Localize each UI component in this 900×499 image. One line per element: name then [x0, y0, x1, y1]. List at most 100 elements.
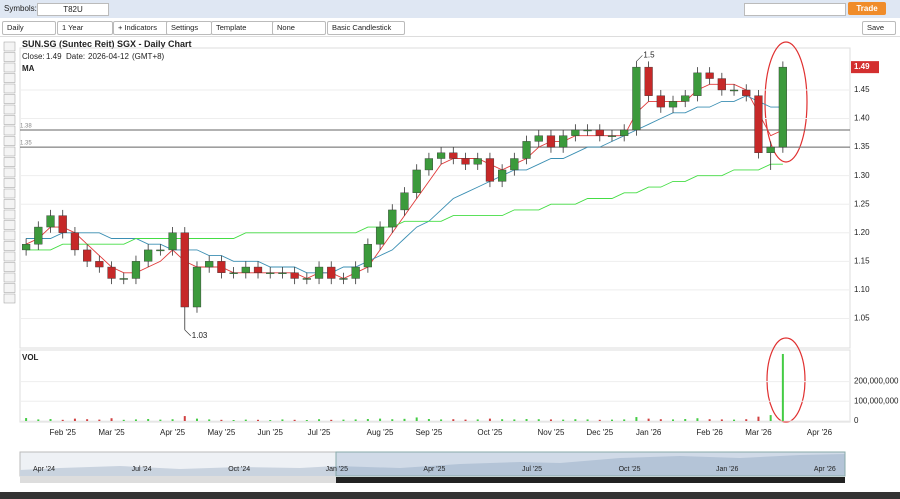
candle-body	[241, 266, 250, 273]
tool-icon	[3, 52, 16, 62]
x-tick-label: Apr '26	[807, 428, 833, 437]
volume-bar	[86, 419, 89, 421]
volume-bar	[525, 419, 528, 421]
x-tick-label: Jul '25	[308, 428, 331, 437]
hline-label: 1.38	[20, 124, 32, 130]
timezone: (GMT+8)	[132, 52, 165, 61]
candle-body	[571, 129, 580, 136]
navigator-label: Jul '25	[522, 466, 542, 473]
volume-bar	[330, 419, 333, 421]
volume-bar	[391, 419, 394, 421]
scroll-thumb[interactable]	[336, 477, 845, 483]
drawing-tools	[3, 41, 16, 304]
style-select[interactable]: Basic Candlestick	[327, 21, 405, 35]
volume-bar	[98, 419, 101, 421]
tool-icon	[3, 41, 16, 52]
volume-bar	[244, 419, 247, 421]
volume-bar	[647, 418, 650, 421]
volume-bar	[281, 419, 284, 421]
candle-body	[253, 266, 263, 273]
volume-bar	[403, 418, 406, 421]
template-select[interactable]: Template	[211, 21, 275, 35]
candle-body	[717, 78, 726, 91]
navigator-label: Oct '25	[619, 466, 641, 473]
volume-bar	[171, 419, 174, 421]
last-price-label: 1.49	[854, 62, 870, 71]
candle-body	[58, 215, 67, 233]
tool-icon	[3, 188, 16, 199]
x-tick-label: Nov '25	[538, 428, 565, 437]
candle-body	[327, 266, 336, 279]
candle-body	[473, 158, 482, 165]
volume-bar	[708, 419, 711, 421]
volume-bar	[574, 419, 577, 421]
tool-icon	[3, 283, 16, 293]
ma-label: MA	[22, 64, 35, 73]
volume-bar	[61, 419, 64, 421]
annotation: 1.5	[643, 51, 655, 60]
tool-icon	[3, 272, 16, 283]
volume-bar	[635, 417, 638, 421]
close-value: 1.49	[46, 52, 62, 61]
navigator-window[interactable]	[335, 451, 846, 477]
candle-body	[168, 232, 177, 251]
volume-bar	[549, 419, 552, 421]
volume-bar	[501, 419, 504, 421]
candle-body	[180, 232, 189, 308]
candle-body	[107, 266, 116, 279]
search-box[interactable]	[744, 3, 846, 16]
x-tick-label: Feb '26	[696, 428, 723, 437]
candle-body	[449, 152, 458, 159]
range-select[interactable]: 1 Year	[57, 21, 113, 35]
volume-bar	[49, 419, 52, 421]
candle-body	[83, 249, 92, 262]
candle-body	[70, 232, 80, 251]
y-tick-label: 100,000,000	[854, 396, 899, 405]
volume-bar	[476, 419, 479, 421]
x-tick-label: Sep '25	[415, 428, 442, 437]
x-tick-label: Jan '26	[636, 428, 662, 437]
candle-body	[388, 209, 397, 228]
volume-bar	[733, 419, 736, 421]
save-button[interactable]: Save	[862, 21, 896, 35]
volume-bar	[562, 419, 565, 421]
candle-body	[217, 261, 226, 273]
y-tick-label: 1.30	[854, 171, 870, 180]
tool-icon	[3, 220, 16, 230]
candle-body	[144, 249, 153, 262]
symbols-label: Symbols:	[4, 4, 37, 13]
volume-bar	[257, 419, 260, 421]
hline-label: 1.35	[20, 141, 32, 147]
volume-bar	[293, 419, 296, 421]
y-tick-label: 1.20	[854, 228, 870, 237]
symbol-input[interactable]: T82U	[37, 3, 109, 16]
navigator-label: Apr '25	[423, 466, 445, 473]
x-tick-label: Jun '25	[257, 428, 283, 437]
indicators-button[interactable]: + Indicators	[113, 21, 169, 35]
volume-bar	[623, 419, 626, 421]
vol-label: VOL	[22, 353, 39, 362]
navigator-label: Jan '26	[716, 466, 738, 473]
x-tick-label: Apr '25	[160, 428, 186, 437]
candle-body	[363, 243, 372, 268]
candle-body	[21, 243, 31, 251]
none-select[interactable]: None	[272, 21, 326, 35]
candle-body	[729, 89, 739, 92]
candle-body	[192, 266, 202, 308]
navigator-area	[20, 454, 845, 476]
tool-icon	[3, 104, 16, 115]
x-tick-label: Oct '25	[477, 428, 503, 437]
trade-button[interactable]: Trade	[848, 2, 886, 15]
tool-icon	[3, 73, 16, 83]
interval-select[interactable]: Daily	[2, 21, 56, 35]
tool-icon	[3, 230, 16, 241]
tool-icon	[3, 178, 16, 188]
toolbar: Daily 1 Year + Indicators Settings Templ…	[0, 19, 900, 37]
status-bar	[0, 492, 900, 499]
close-label: Close:	[22, 52, 45, 61]
candle-body	[119, 278, 128, 280]
volume-bar	[354, 419, 357, 421]
candle-body	[34, 226, 43, 245]
tool-icon	[3, 136, 16, 146]
